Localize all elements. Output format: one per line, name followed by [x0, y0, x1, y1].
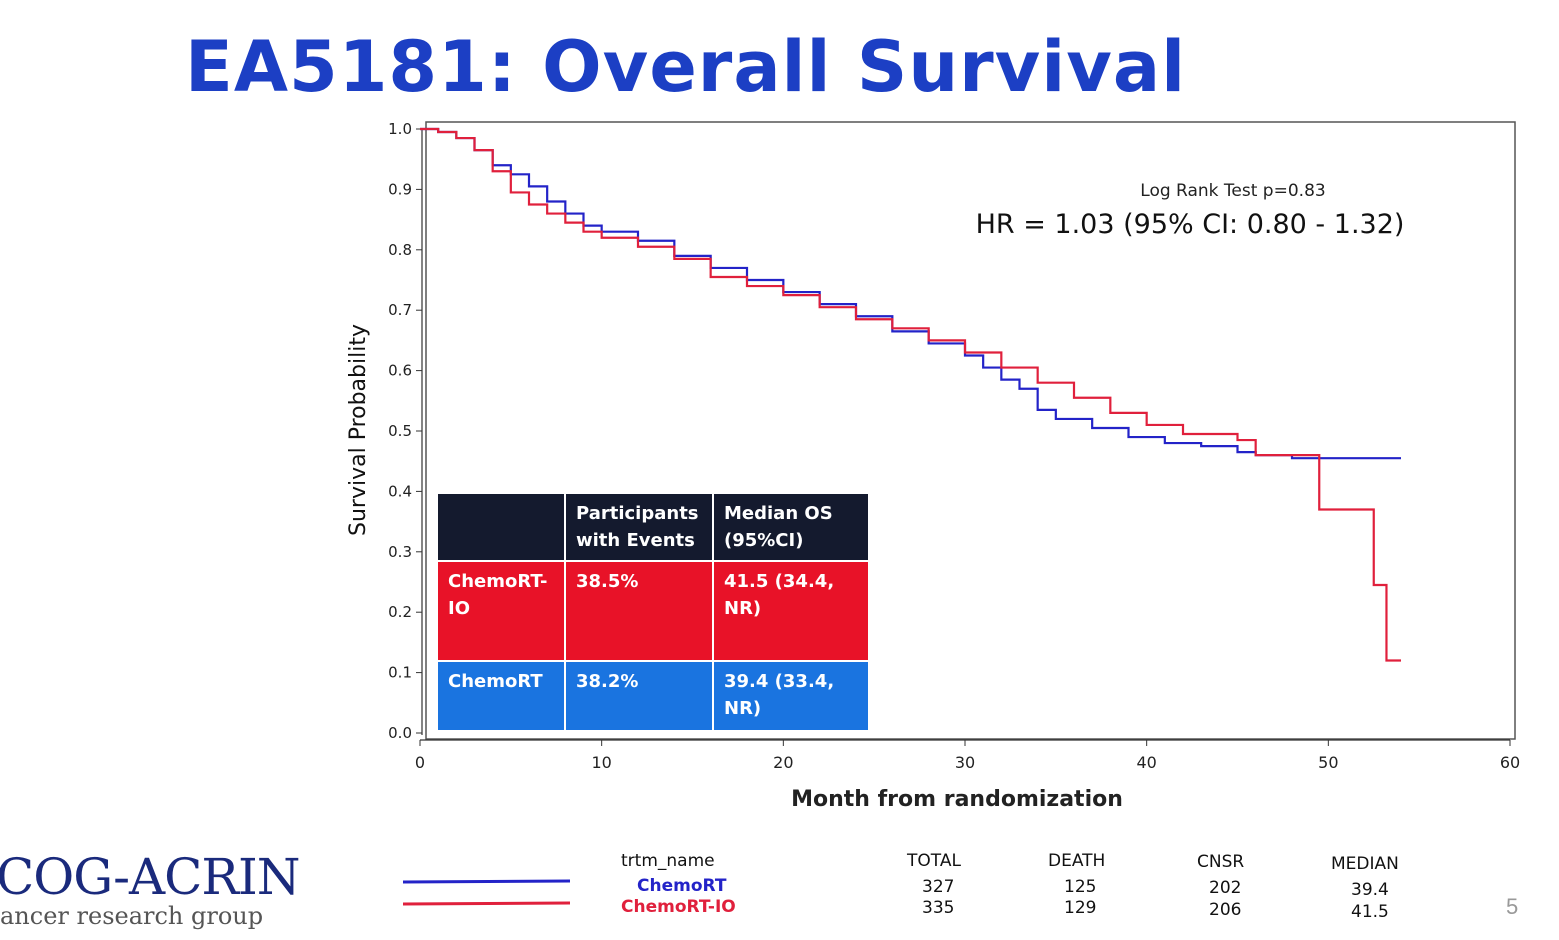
y-tick-label: 0.2	[388, 603, 412, 621]
inset-header-events: Participants with Events	[564, 492, 714, 562]
y-tick-label: 0.0	[388, 724, 412, 742]
y-axis-label: Survival Probability	[346, 324, 371, 536]
stats-header-cnsr: CNSR	[1197, 852, 1245, 872]
inset-header-blank	[436, 492, 566, 562]
inset-row-chemort-io: ChemoRT-IO 38.5% 41.5 (34.4, NR)	[436, 560, 870, 662]
stats-row-median-chemort-io: 41.5	[1351, 902, 1389, 922]
inset-cell-name: ChemoRT	[436, 660, 566, 732]
slide-title: EA5181: Overall Survival	[185, 26, 1187, 108]
stats-row-cnsr-chemort: 202	[1209, 878, 1242, 898]
stats-header-total: TOTAL	[907, 851, 961, 871]
inset-cell-events: 38.5%	[564, 560, 714, 662]
stats-row-name-chemort: ChemoRT	[637, 876, 727, 896]
logo-wordmark: COG-ACRIN	[0, 848, 301, 906]
y-axis-ticks: 0.0 0.1 0.2 0.3 0.4 0.5 0.6 0.7 0.8 0.9 1.0	[388, 120, 422, 742]
stats-row-death-chemort-io: 129	[1064, 898, 1097, 918]
stats-row-death-chemort: 125	[1064, 877, 1097, 897]
y-tick-label: 0.9	[388, 180, 412, 198]
hazard-ratio-annotation: HR = 1.03 (95% CI: 0.80 - 1.32)	[976, 209, 1405, 240]
series-line-chemort-io	[420, 127, 1401, 662]
legend-line-chemort-io	[402, 901, 571, 906]
stats-header-name: trtm_name	[621, 851, 715, 871]
stats-header-median: MEDIAN	[1331, 854, 1399, 874]
x-axis-ticks: 0 10 20 30 40 50 60	[415, 740, 1520, 772]
slide-number: 5	[1506, 894, 1519, 919]
y-tick-label: 0.3	[388, 543, 412, 561]
y-tick-label: 0.1	[388, 664, 412, 682]
inset-cell-median: 41.5 (34.4, NR)	[712, 560, 870, 662]
x-tick-label: 50	[1318, 753, 1338, 772]
legend-line-chemort	[402, 879, 571, 884]
x-tick-label: 30	[955, 753, 975, 772]
inset-cell-median: 39.4 (33.4, NR)	[712, 660, 870, 732]
stats-header-death: DEATH	[1048, 851, 1106, 871]
inset-header-row: Participants with Events Median OS (95%C…	[436, 492, 870, 562]
stats-row-total-chemort: 327	[922, 877, 955, 897]
y-tick-label: 1.0	[388, 120, 412, 138]
x-tick-label: 60	[1500, 753, 1520, 772]
stats-row-median-chemort: 39.4	[1351, 880, 1389, 900]
stats-table: trtm_name TOTAL DEATH CNSR MEDIAN ChemoR…	[0, 845, 1559, 935]
survival-curves	[420, 127, 1401, 662]
stats-row-total-chemort-io: 335	[922, 898, 955, 918]
inset-header-median: Median OS (95%CI)	[712, 492, 870, 562]
x-tick-label: 10	[591, 753, 611, 772]
inset-row-chemort: ChemoRT 38.2% 39.4 (33.4, NR)	[436, 660, 870, 732]
inset-cell-name: ChemoRT-IO	[436, 560, 566, 662]
x-tick-label: 0	[415, 753, 425, 772]
x-tick-label: 20	[773, 753, 793, 772]
y-tick-label: 0.4	[388, 482, 412, 500]
stats-row-cnsr-chemort-io: 206	[1209, 900, 1242, 920]
log-rank-annotation: Log Rank Test p=0.83	[1140, 181, 1325, 201]
y-tick-label: 0.6	[388, 362, 412, 380]
y-tick-label: 0.8	[388, 241, 412, 259]
stats-row-name-chemort-io: ChemoRT-IO	[621, 897, 736, 917]
y-tick-label: 0.5	[388, 422, 412, 440]
inset-cell-events: 38.2%	[564, 660, 714, 732]
stats-legend-lines	[402, 879, 571, 906]
inset-summary-table: Participants with Events Median OS (95%C…	[436, 492, 870, 732]
x-axis-label: Month from randomization	[791, 787, 1123, 812]
y-tick-label: 0.7	[388, 301, 412, 319]
series-line-chemort	[420, 127, 1401, 460]
logo-tagline: ancer research group	[0, 902, 264, 930]
x-tick-label: 40	[1136, 753, 1156, 772]
